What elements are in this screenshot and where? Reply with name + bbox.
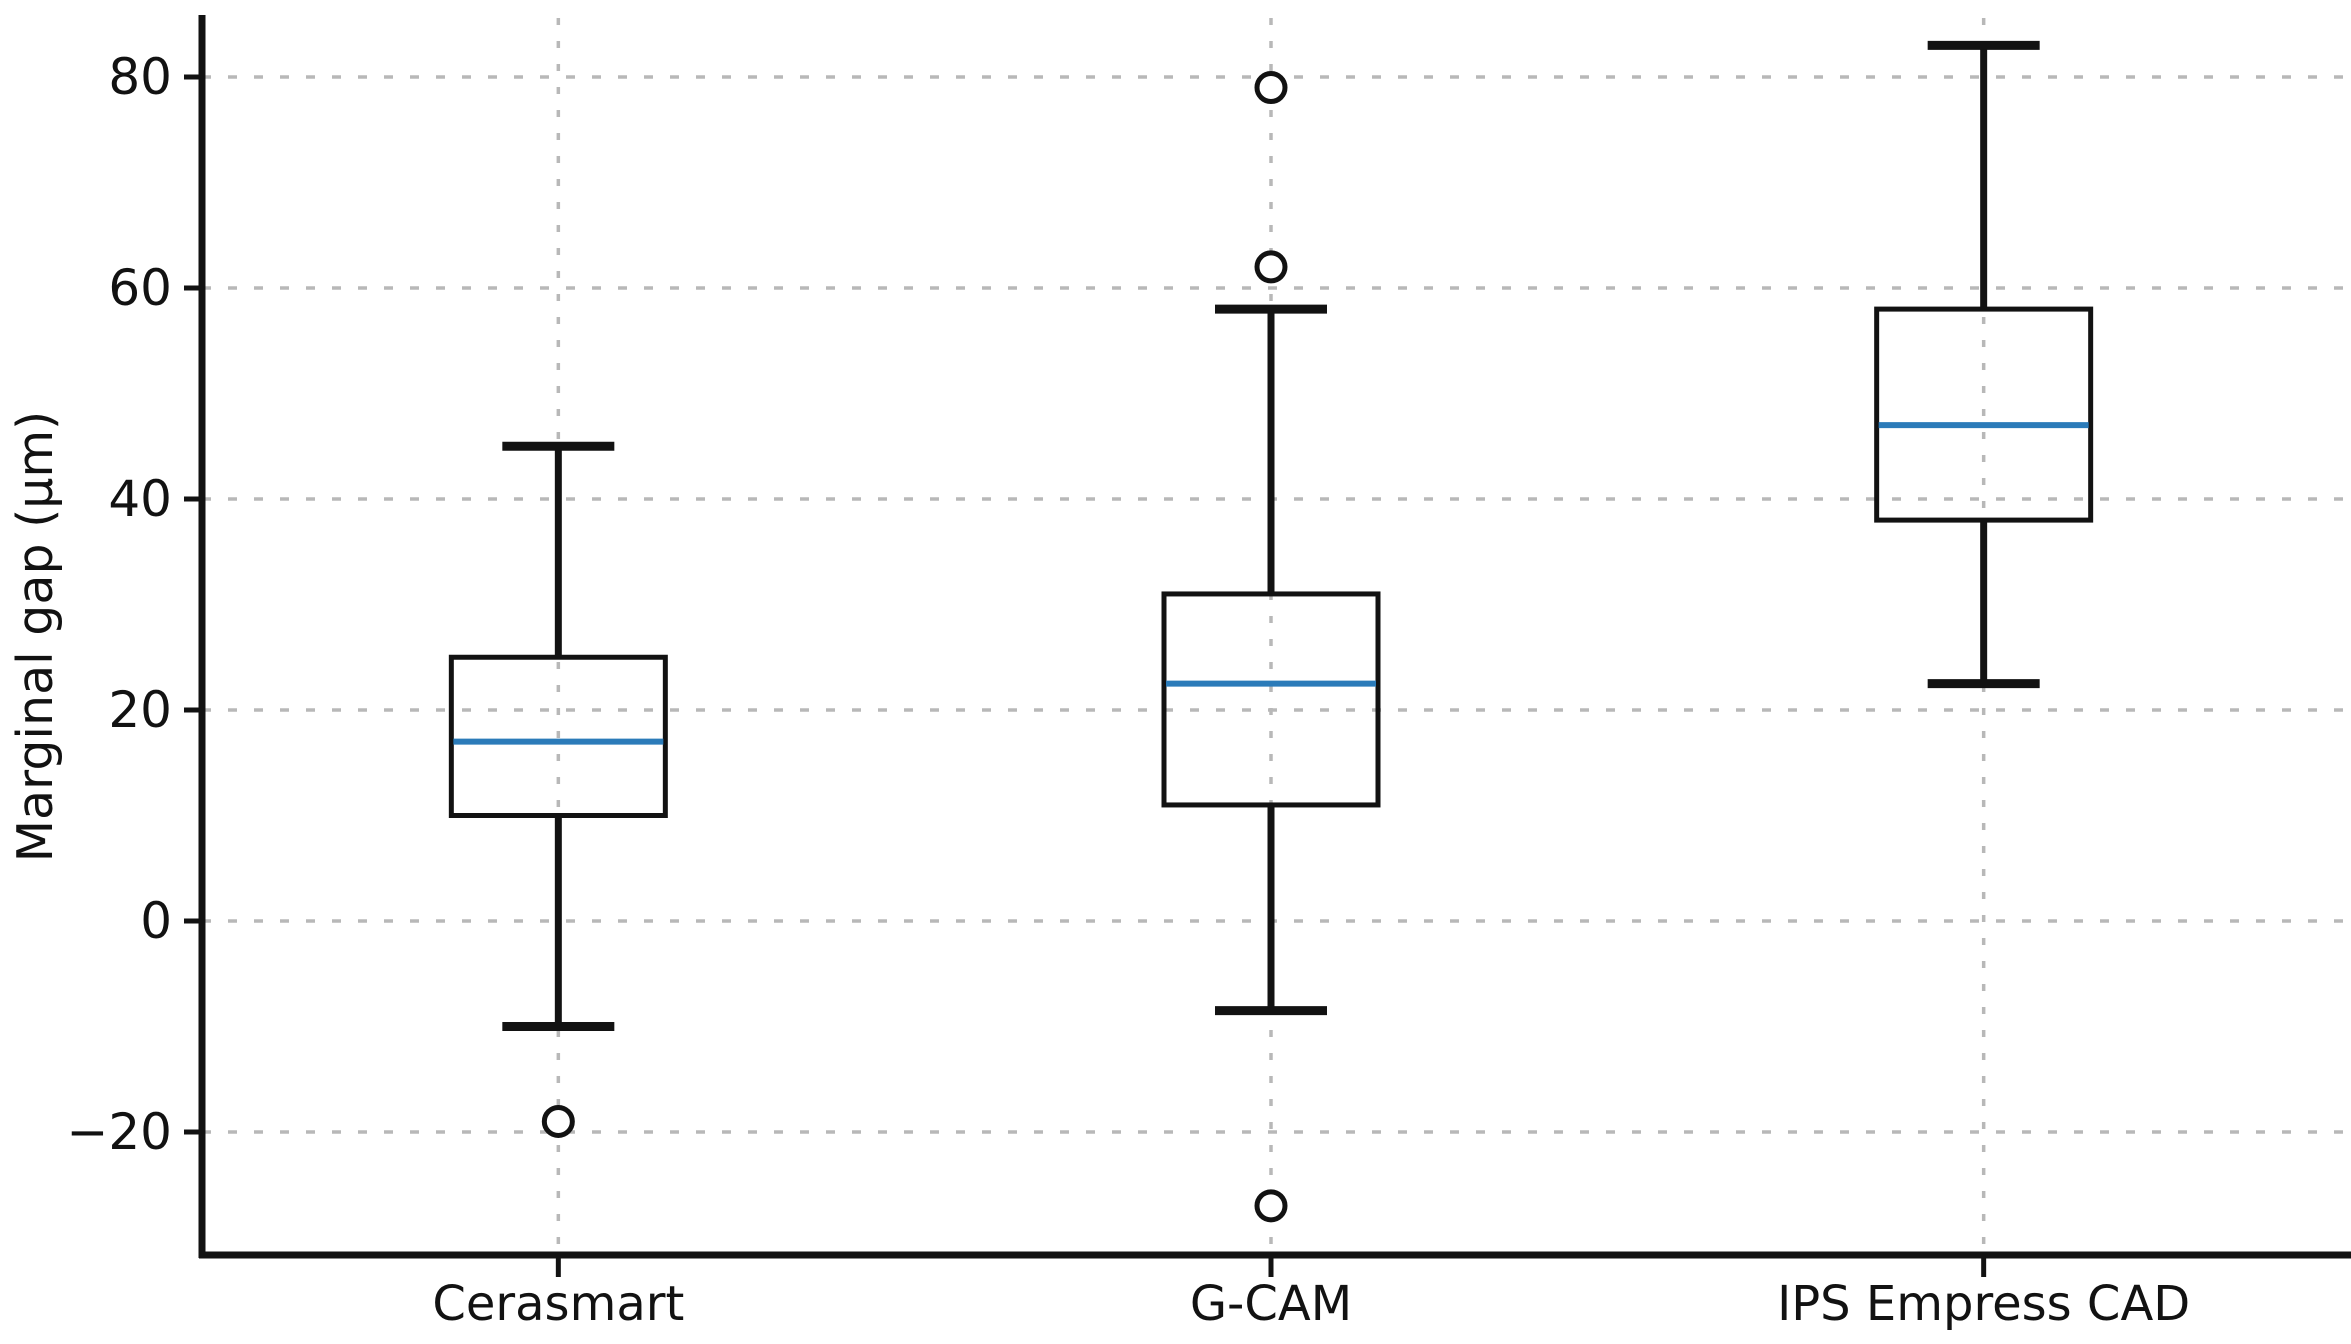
outlier-point <box>1254 1189 1288 1223</box>
y-tick-label: 60 <box>108 259 172 317</box>
outlier-point <box>541 1104 575 1138</box>
y-tick-label: 80 <box>108 48 172 106</box>
x-category-label: G-CAM <box>1190 1276 1352 1332</box>
y-tick-label: −20 <box>66 1103 172 1161</box>
y-tick-label: 0 <box>140 892 172 950</box>
outlier-point <box>1254 71 1288 105</box>
x-category-label: IPS Empress CAD <box>1777 1276 2190 1332</box>
iqr-box <box>1874 306 2094 523</box>
iqr-box <box>1161 591 1381 808</box>
outlier-point <box>1254 250 1288 284</box>
y-tick-label: 40 <box>108 470 172 528</box>
y-axis-title: Marginal gap (μm) <box>7 411 64 863</box>
iqr-box <box>448 654 668 818</box>
x-category-label: Cerasmart <box>432 1276 684 1332</box>
y-tick-label: 20 <box>108 681 172 739</box>
